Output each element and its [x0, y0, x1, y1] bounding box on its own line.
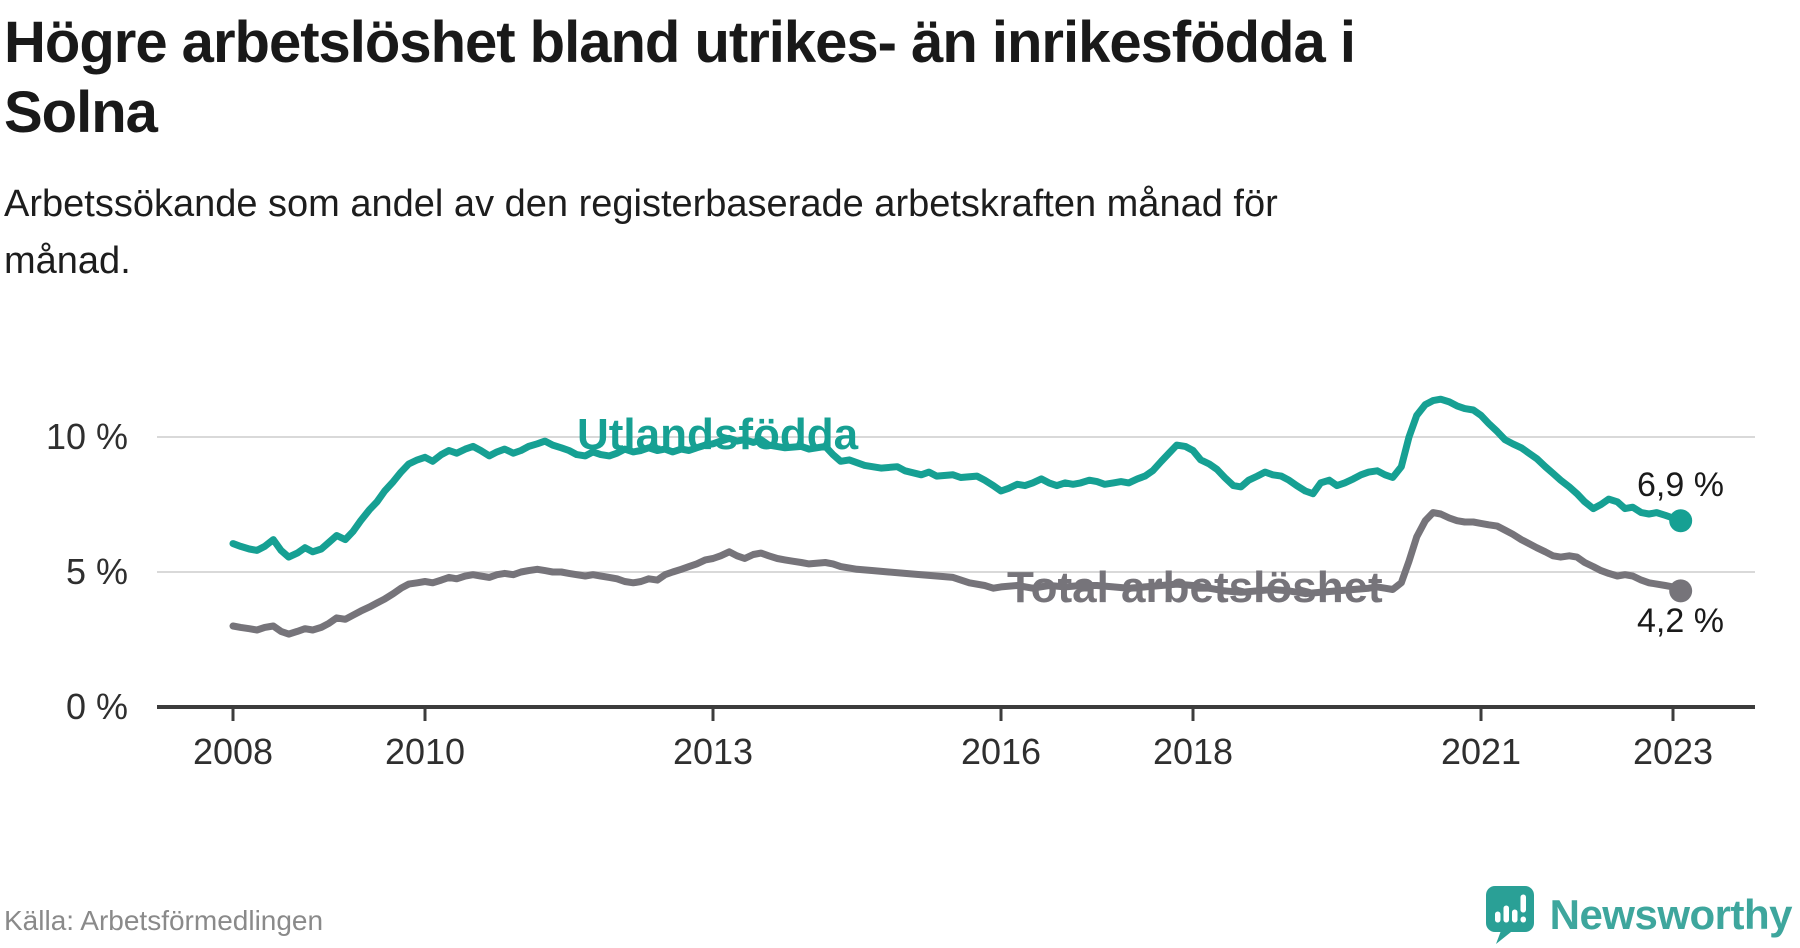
- x-axis: [157, 705, 1755, 721]
- series-line-utlandsf-dda: [229, 395, 1685, 561]
- end-value-utlandsfodda: 6,9 %: [1637, 466, 1724, 504]
- end-value-total: 4,2 %: [1637, 602, 1724, 640]
- newsworthy-logo-icon: [1485, 886, 1534, 944]
- series-lines: [229, 395, 1685, 638]
- y-tick-label: 0 %: [65, 686, 128, 727]
- x-tick-label: 2018: [1152, 731, 1234, 772]
- x-tick-label: 2008: [192, 731, 274, 772]
- title-line-1: Högre arbetslöshet bland utrikes- än inr…: [4, 10, 1356, 75]
- source-attribution: Källa: Arbetsförmedlingen: [4, 905, 324, 936]
- y-tick-label: 10 %: [45, 416, 128, 457]
- x-tick-label: 2013: [672, 731, 754, 772]
- end-dot-total-arbetsl-shet: [1669, 579, 1693, 603]
- end-dot-utlandsf-dda: [1669, 509, 1693, 533]
- x-tick-label: 2016: [960, 731, 1042, 772]
- series-end-dots: [1669, 509, 1693, 603]
- x-tick-label: 2023: [1632, 731, 1714, 772]
- newsworthy-logo: Newsworthy: [1484, 884, 1793, 946]
- speech-bubble-shape: [1485, 886, 1534, 944]
- subtitle-line-1: Arbetssökande som andel av den registerb…: [4, 183, 1278, 225]
- title-line-2: Solna: [4, 79, 158, 145]
- series-label-total-arbetsloshet: Total arbetslöshet: [1007, 563, 1383, 612]
- bar-chart-bar-1: [1494, 911, 1501, 923]
- subtitle-line-2: månad.: [4, 240, 131, 282]
- series-label-utlandsfodda: Utlandsfödda: [577, 410, 859, 459]
- x-tick-label: 2021: [1440, 731, 1522, 772]
- series-line-total-arbetsl-shet: [229, 509, 1685, 638]
- x-tick-label: 2010: [384, 731, 466, 772]
- gridlines: [157, 436, 1755, 573]
- newsworthy-wordmark: Newsworthy: [1549, 891, 1793, 938]
- exclamation-dot: [1520, 916, 1526, 923]
- y-tick-label: 5 %: [65, 551, 128, 592]
- chart-subtitle: Arbetssökande som andel av den registerb…: [4, 176, 1504, 290]
- bar-chart-bar-3: [1511, 909, 1518, 923]
- bar-chart-bar-2: [1503, 905, 1509, 923]
- exclamation-stem: [1520, 894, 1526, 913]
- page-title: Högre arbetslöshet bland utrikes- än inr…: [4, 8, 1704, 147]
